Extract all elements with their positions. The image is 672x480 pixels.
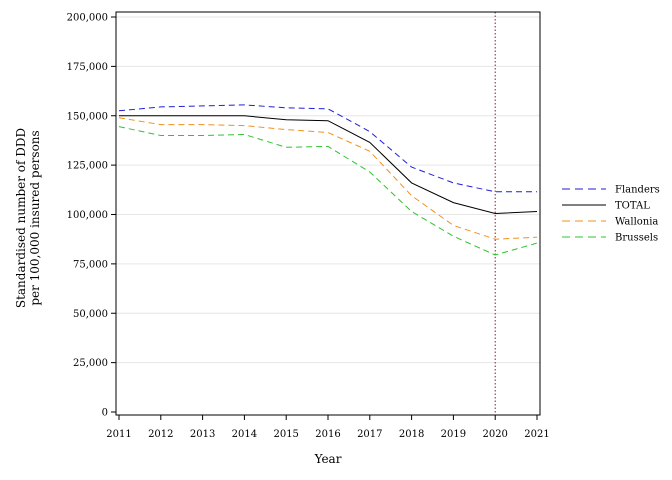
y-tick-label-3: 75,000: [73, 259, 108, 270]
y-tick-label-8: 200,000: [67, 13, 108, 24]
x-axis-title: Year: [314, 452, 342, 466]
legend: Flanders TOTAL Wallonia Brussels: [562, 185, 660, 244]
x-tick-label-9: 2020: [482, 429, 507, 440]
y-tick-label-7: 175,000: [67, 62, 108, 73]
series-line-total: [119, 115, 538, 215]
legend-label-brussels: Brussels: [615, 233, 658, 244]
legend-label-wallonia: Wallonia: [615, 217, 658, 228]
legend-label-total: TOTAL: [615, 201, 650, 212]
x-tick-label-8: 2019: [441, 429, 466, 440]
y-axis-ticks: 0 25,000 50,000 75,000 100,000 125,000 150,000…: [67, 13, 116, 419]
series-lines: [118, 104, 538, 256]
legend-label-flanders: Flanders: [615, 185, 660, 196]
y-axis-title-line-2: per 100,000 insured persons: [28, 130, 42, 305]
y-axis-title: Standardised number of DDD per 100,000 i…: [14, 128, 42, 308]
series-line-brussels: [118, 126, 538, 256]
series-line-flanders: [118, 104, 537, 193]
x-tick-label-2: 2013: [190, 429, 215, 440]
y-tick-label-5: 125,000: [67, 161, 108, 172]
series-line-wallonia: [118, 117, 538, 240]
x-tick-label-5: 2016: [315, 429, 340, 440]
x-tick-label-6: 2017: [357, 429, 382, 440]
x-tick-label-0: 2011: [106, 429, 131, 440]
axes: [115, 11, 541, 416]
x-tick-label-7: 2018: [399, 429, 424, 440]
y-tick-label-2: 50,000: [73, 309, 108, 320]
y-tick-label-1: 25,000: [73, 358, 108, 369]
x-tick-label-10: 2021: [524, 429, 549, 440]
y-tick-label-0: 0: [102, 408, 108, 419]
x-tick-label-1: 2012: [148, 429, 173, 440]
y-tick-label-6: 150,000: [67, 111, 108, 122]
y-axis-title-line-1: Standardised number of DDD: [14, 128, 28, 308]
x-axis-ticks: 2011 2012 2013 2014 2015 2016 2017 2018 2019 2020…: [106, 415, 550, 440]
y-tick-label-4: 100,000: [67, 210, 108, 221]
plot-frame: [115, 11, 541, 416]
grid-lines: [116, 16, 540, 364]
x-tick-label-4: 2015: [273, 429, 298, 440]
x-tick-label-3: 2014: [232, 429, 257, 440]
